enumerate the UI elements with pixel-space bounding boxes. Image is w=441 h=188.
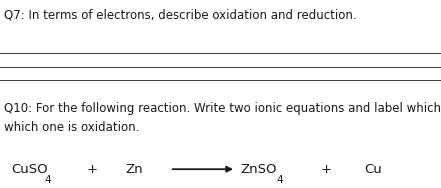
Text: 4: 4	[277, 174, 283, 185]
Text: which one is oxidation.: which one is oxidation.	[4, 121, 140, 134]
Text: 4: 4	[45, 174, 51, 185]
Text: CuSO: CuSO	[11, 163, 48, 176]
Text: Cu: Cu	[364, 163, 381, 176]
Text: Q10: For the following reaction. Write two ionic equations and label which one i: Q10: For the following reaction. Write t…	[4, 102, 441, 114]
Text: +: +	[321, 163, 332, 176]
Text: +: +	[87, 163, 98, 176]
Text: ZnSO: ZnSO	[240, 163, 277, 176]
Text: Q7: In terms of electrons, describe oxidation and reduction.: Q7: In terms of electrons, describe oxid…	[4, 8, 357, 21]
Text: Zn: Zn	[126, 163, 143, 176]
